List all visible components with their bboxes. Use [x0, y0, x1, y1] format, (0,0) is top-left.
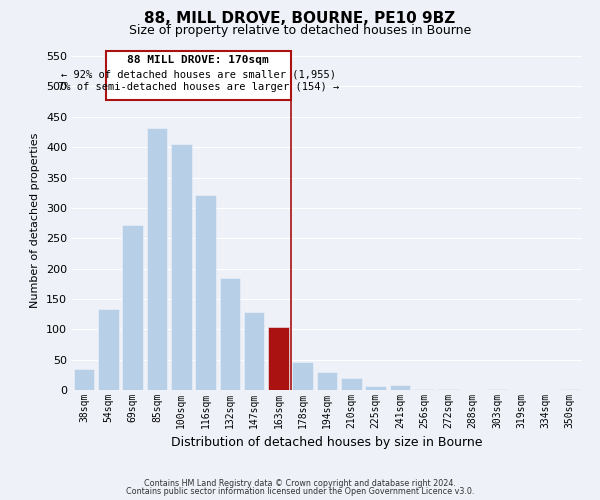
Text: Size of property relative to detached houses in Bourne: Size of property relative to detached ho…: [129, 24, 471, 37]
Bar: [146, 128, 167, 390]
Text: 7% of semi-detached houses are larger (154) →: 7% of semi-detached houses are larger (1…: [58, 82, 339, 92]
Bar: [292, 362, 313, 390]
FancyBboxPatch shape: [106, 51, 290, 100]
Bar: [98, 309, 119, 390]
Bar: [560, 389, 580, 390]
X-axis label: Distribution of detached houses by size in Bourne: Distribution of detached houses by size …: [171, 436, 483, 450]
Bar: [341, 378, 362, 390]
Text: ← 92% of detached houses are smaller (1,955): ← 92% of detached houses are smaller (1,…: [61, 70, 336, 80]
Text: 88, MILL DROVE, BOURNE, PE10 9BZ: 88, MILL DROVE, BOURNE, PE10 9BZ: [145, 11, 455, 26]
Bar: [244, 312, 265, 390]
Text: 88 MILL DROVE: 170sqm: 88 MILL DROVE: 170sqm: [127, 56, 269, 66]
Bar: [220, 278, 240, 390]
Bar: [389, 385, 410, 390]
Bar: [171, 144, 191, 390]
Bar: [195, 194, 216, 390]
Text: Contains HM Land Registry data © Crown copyright and database right 2024.: Contains HM Land Registry data © Crown c…: [144, 478, 456, 488]
Bar: [74, 369, 94, 390]
Text: Contains public sector information licensed under the Open Government Licence v3: Contains public sector information licen…: [126, 487, 474, 496]
Y-axis label: Number of detached properties: Number of detached properties: [31, 132, 40, 308]
Bar: [365, 386, 386, 390]
Bar: [268, 328, 289, 390]
Bar: [317, 372, 337, 390]
Bar: [122, 225, 143, 390]
